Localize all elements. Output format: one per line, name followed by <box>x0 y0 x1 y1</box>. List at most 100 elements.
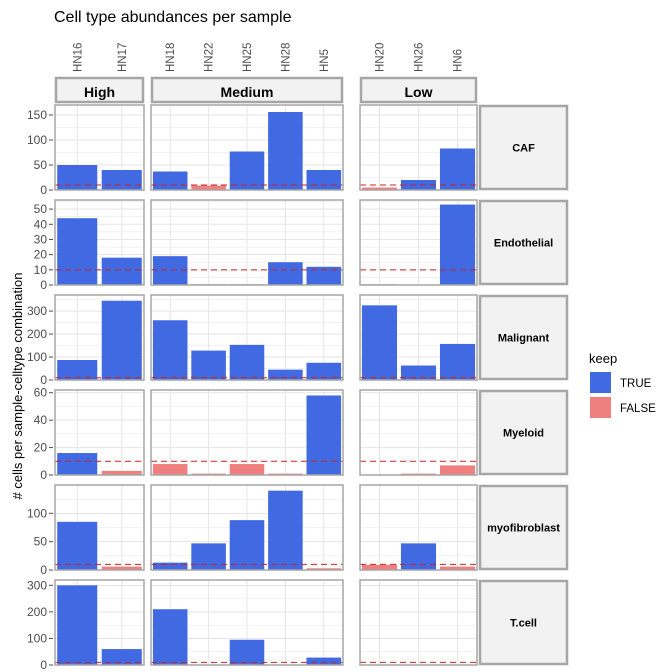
panel-border <box>150 104 344 191</box>
bar-myofibroblast-HN20 <box>361 564 398 570</box>
legend-swatch-true <box>590 372 611 393</box>
sample-tick-label: HN6 <box>453 49 465 72</box>
bar-Myeloid-HN5 <box>306 395 342 475</box>
bar-Endothelial-HN18 <box>152 256 188 285</box>
y-tick-label: 100 <box>27 631 47 645</box>
y-tick-label: 300 <box>27 578 47 592</box>
bar-myofibroblast-HN5 <box>306 568 342 570</box>
bar-T.cell-HN5 <box>306 657 342 665</box>
celltype-strip <box>478 579 569 666</box>
bar-myofibroblast-HN16 <box>57 521 98 570</box>
panel-border <box>359 294 478 381</box>
celltype-label: CAF <box>512 143 535 155</box>
sample-tick-label: HN17 <box>117 43 129 72</box>
group-strip <box>150 76 344 104</box>
panel-border <box>54 484 145 571</box>
bar-T.cell-HN18 <box>152 609 188 665</box>
y-tick-label: 100 <box>27 506 47 520</box>
legend-label: FALSE <box>620 403 656 415</box>
bar-myofibroblast-HN18 <box>152 562 188 570</box>
bar-CAF-HN25 <box>229 151 265 190</box>
bar-myofibroblast-HN17 <box>101 566 142 570</box>
panel-border <box>150 484 344 571</box>
celltype-label: Endothelial <box>494 238 553 250</box>
sample-tick-label: HN18 <box>165 43 177 72</box>
bar-CAF-HN5 <box>306 170 342 190</box>
y-tick-label: 100 <box>27 350 47 364</box>
y-tick-label: 50 <box>34 202 48 216</box>
y-axis-label: # cells per sample-celltype combination <box>10 273 25 500</box>
group-label: Medium <box>221 84 274 100</box>
y-tick-label: 10 <box>34 263 48 277</box>
bar-Malignant-HN25 <box>229 344 265 380</box>
bar-myofibroblast-HN22 <box>191 543 226 570</box>
bar-T.cell-HN17 <box>101 649 142 665</box>
panel-border <box>359 389 478 476</box>
panel-border <box>150 294 344 381</box>
bar-Myeloid-HN17 <box>101 470 142 475</box>
bar-CAF-HN6 <box>439 148 476 190</box>
sample-tick-label: HN26 <box>414 43 426 72</box>
bar-T.cell-HN25 <box>229 639 265 665</box>
panel-border <box>359 484 478 571</box>
y-tick-label: 100 <box>27 133 47 147</box>
bar-CAF-HN16 <box>57 165 98 190</box>
panel-border <box>54 199 145 286</box>
sample-tick-label: HN28 <box>280 43 292 72</box>
y-tick-label: 20 <box>34 248 48 262</box>
y-tick-label: 0 <box>40 373 47 387</box>
bar-CAF-HN18 <box>152 171 188 190</box>
panel-border <box>150 389 344 476</box>
y-tick-label: 40 <box>34 217 48 231</box>
group-strip <box>359 76 478 104</box>
panel-border <box>359 199 478 286</box>
sample-tick-label: HN25 <box>242 43 254 72</box>
y-tick-label: 0 <box>40 468 47 482</box>
bar-Endothelial-HN17 <box>101 257 142 285</box>
celltype-label: myofibroblast <box>487 523 560 535</box>
sample-tick-label: HN20 <box>375 43 387 72</box>
sample-tick-label: HN22 <box>204 43 216 72</box>
panel-border <box>359 579 478 666</box>
bar-myofibroblast-HN6 <box>439 566 476 570</box>
y-tick-label: 300 <box>27 304 47 318</box>
bar-Malignant-HN5 <box>306 362 342 380</box>
bar-Myeloid-HN25 <box>229 464 265 475</box>
celltype-strip <box>478 389 569 476</box>
celltype-label: Myeloid <box>503 428 544 440</box>
celltype-label: T.cell <box>510 618 537 630</box>
y-tick-label: 50 <box>34 535 48 549</box>
celltype-strip <box>478 484 569 571</box>
panel-border <box>150 199 344 286</box>
bar-Myeloid-HN6 <box>439 465 476 475</box>
y-tick-label: 0 <box>40 563 47 577</box>
legend-swatch-false <box>590 397 611 418</box>
bar-Endothelial-HN6 <box>439 204 476 285</box>
y-tick-label: 200 <box>27 605 47 619</box>
bar-CAF-HN20 <box>361 187 398 190</box>
y-tick-label: 0 <box>40 278 47 292</box>
celltype-strip <box>478 104 569 191</box>
panel-border <box>359 104 478 191</box>
legend-label: TRUE <box>620 378 652 390</box>
panel-border <box>54 579 145 666</box>
bar-Malignant-HN16 <box>57 360 98 380</box>
bar-myofibroblast-HN28 <box>268 490 303 570</box>
bar-myofibroblast-HN26 <box>400 543 437 570</box>
bar-CAF-HN26 <box>400 180 437 190</box>
bar-Malignant-HN26 <box>400 365 437 380</box>
bar-Malignant-HN18 <box>152 320 188 380</box>
y-tick-label: 0 <box>40 183 47 197</box>
group-strip <box>54 76 145 104</box>
bar-Endothelial-HN28 <box>268 262 303 285</box>
bar-CAF-HN22 <box>191 185 226 190</box>
y-tick-label: 20 <box>34 441 48 455</box>
bar-CAF-HN28 <box>268 112 303 190</box>
bar-Myeloid-HN18 <box>152 464 188 475</box>
bar-Malignant-HN22 <box>191 350 226 380</box>
celltype-strip <box>478 294 569 381</box>
bar-T.cell-HN16 <box>57 585 98 665</box>
bar-Endothelial-HN5 <box>306 266 342 285</box>
